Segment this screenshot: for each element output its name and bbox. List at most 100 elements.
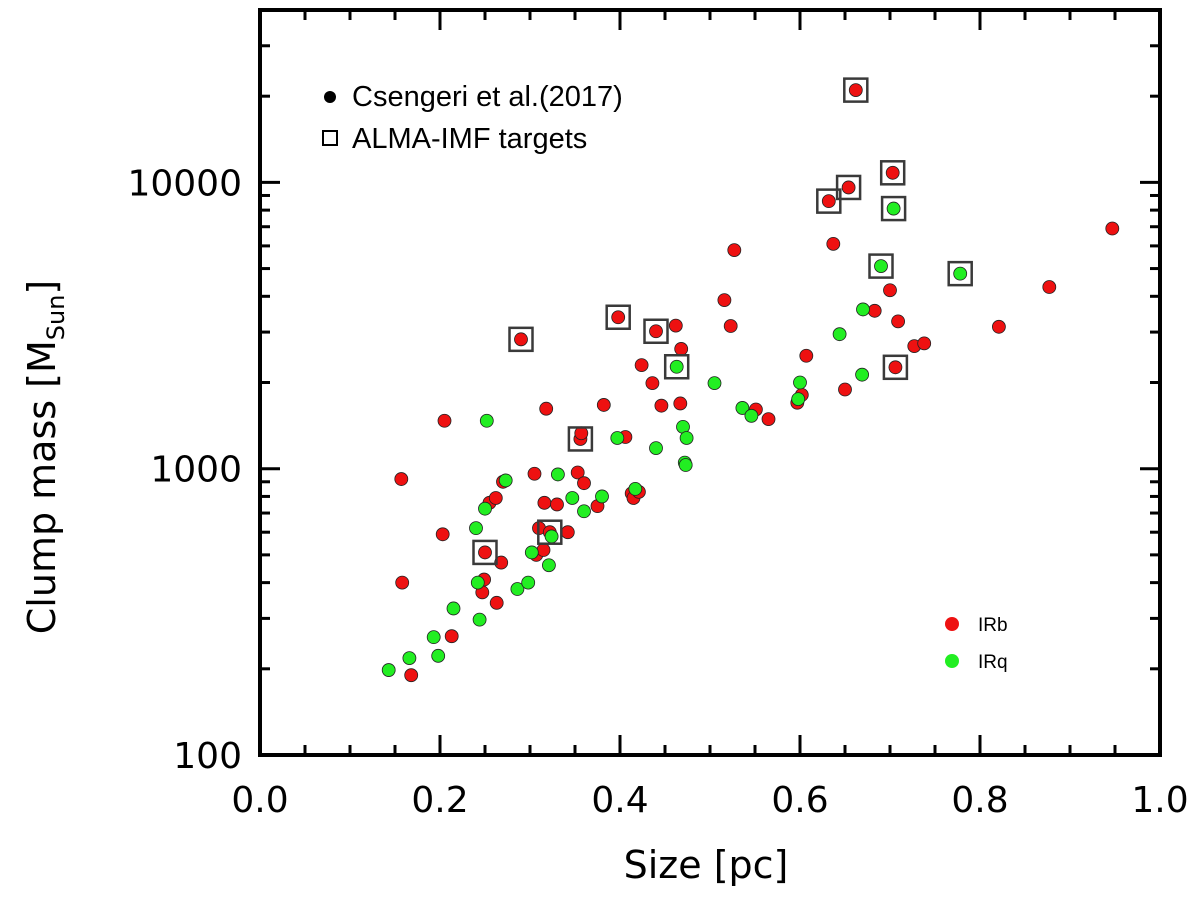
point-irq [472,612,487,627]
point-irb [673,396,688,411]
alma-imf-target-square [947,260,973,287]
point-irb [668,318,683,333]
point-irq [478,501,492,516]
point-irq [791,392,806,407]
point-irb [821,194,836,209]
x-tick-label: 0.2 [411,780,468,821]
alma-imf-target-square [663,354,690,380]
x-tick-label: 0.4 [591,780,648,821]
point-irq [953,266,968,281]
point-irq [610,431,625,445]
point-irb [514,332,528,347]
point-irq [855,367,869,382]
point-irb [883,283,897,298]
alma-imf-target-square [816,188,842,214]
y-tick-label: 1000 [150,450,242,491]
x-tick-label: 0.6 [771,780,828,821]
legend-irb-marker [945,617,959,631]
point-irq [431,648,446,663]
point-irb [494,555,509,570]
point-irq [744,408,759,423]
point-irq [856,302,870,317]
alma-imf-target-markers [472,77,973,566]
point-irb [1105,221,1120,236]
point-irq [565,491,580,505]
point-irb [654,398,669,413]
legend-open-square-marker [322,130,338,146]
point-irq [735,401,750,415]
alma-imf-target-square [605,304,631,331]
point-irb [570,465,585,480]
point-irb [885,165,900,180]
point-irb [674,342,689,356]
point-irb [888,360,903,375]
legend-filled-circle-marker [324,91,336,103]
point-irb [404,668,419,683]
y-axis-title-bracket-close: ] [20,280,64,295]
point-irb [577,476,591,491]
point-irq [381,663,396,677]
y-axis-title-subscript: Sun [42,295,70,341]
legend-label-alma-imf: ALMA-IMF targets [352,123,587,155]
point-irq [479,413,494,428]
point-irb [634,358,649,373]
point-irb [799,348,814,363]
y-axis-title: Clump mass [MSun] [20,280,70,634]
alma-imf-target-square [508,326,534,353]
point-irq [707,376,722,391]
point-irb [489,595,504,610]
legend-top: Csengeri et al.(2017) ALMA-IMF targets [322,81,623,155]
point-irq [679,431,694,445]
point-irq [669,359,684,374]
point-irb [1042,280,1057,294]
y-tick-label: 10000 [127,163,242,204]
point-irb [611,310,626,325]
point-irq [524,545,539,560]
x-tick-label: 0.0 [231,780,288,821]
point-irq [886,201,901,216]
y-axis-title-symbol: M [20,340,64,373]
y-axis-title-main: Clump mass [20,388,64,634]
point-irb [488,491,503,505]
point-irq [402,651,417,665]
point-irq [577,504,591,519]
x-tick-label: 0.8 [951,780,1008,821]
plot-frame [258,8,1162,757]
legend-irq-marker [945,654,959,668]
point-irb [838,382,852,397]
legend-bottom: IRb IRq [945,615,1008,673]
point-irb [917,336,932,351]
x-tick-label: 1.0 [1131,780,1188,821]
point-irq [628,481,643,496]
point-irq [595,489,609,504]
point-irq [510,582,525,596]
point-irq [470,575,485,590]
point-irb [539,401,554,416]
point-irb [867,303,882,318]
point-irb [891,314,905,329]
alma-imf-target-square [882,354,909,381]
alma-imf-target-square [835,174,862,201]
point-irb [550,497,564,512]
point-irq [521,575,536,590]
x-axis-title: Size [pc] [624,843,789,887]
point-irb [841,180,856,195]
point-irb [761,412,776,427]
point-irq [874,259,888,274]
alma-imf-target-square [868,253,894,279]
alma-imf-target-square [472,539,498,566]
alma-imf-target-square [643,318,669,345]
point-irq [446,601,461,616]
point-irb [992,319,1006,334]
point-irb [536,543,551,557]
point-irb [727,243,742,258]
legend-label-irb: IRb [978,615,1008,636]
point-irq [544,529,559,544]
point-irb [478,545,492,560]
point-irb [717,293,732,307]
point-irb [560,525,575,540]
point-irq [551,467,565,482]
point-irq [469,521,483,536]
tick-labels: 0.0 0.2 0.4 0.6 0.8 1.0 100 1000 10000 [127,163,1188,821]
